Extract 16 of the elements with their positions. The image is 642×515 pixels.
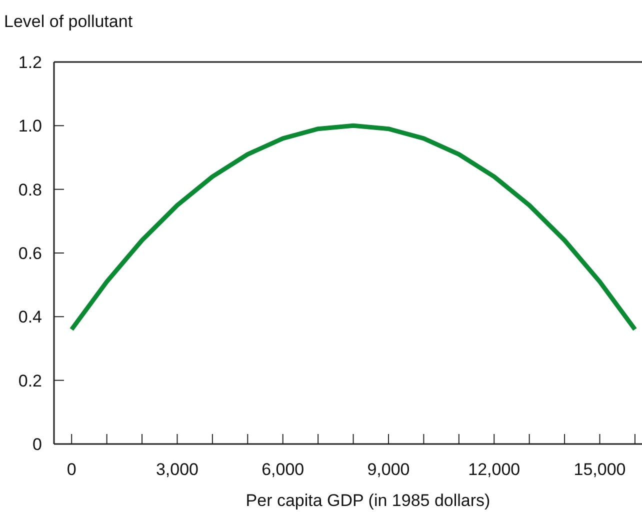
x-tick-label: 15,000 xyxy=(574,460,626,479)
x-tick-label: 9,000 xyxy=(367,460,410,479)
x-tick-label: 12,000 xyxy=(468,460,520,479)
y-tick-label: 0.4 xyxy=(18,308,42,327)
line-series xyxy=(69,123,638,332)
x-tick-label: 6,000 xyxy=(262,460,304,479)
x-tick-label: 3,000 xyxy=(156,460,199,479)
x-axis-title: Per capita GDP (in 1985 dollars) xyxy=(246,491,490,510)
x-tick-label: 0 xyxy=(66,460,76,479)
y-axis-title: Level of pollutant xyxy=(4,12,133,31)
y-tick-label: 0.2 xyxy=(18,371,42,390)
y-tick-label: 0 xyxy=(32,434,42,454)
y-tick-label: 1.0 xyxy=(18,116,42,136)
y-tick-label: 0.8 xyxy=(18,180,42,200)
y-tick-label: 1.2 xyxy=(18,52,42,72)
y-tick-label: 0.6 xyxy=(18,244,42,263)
